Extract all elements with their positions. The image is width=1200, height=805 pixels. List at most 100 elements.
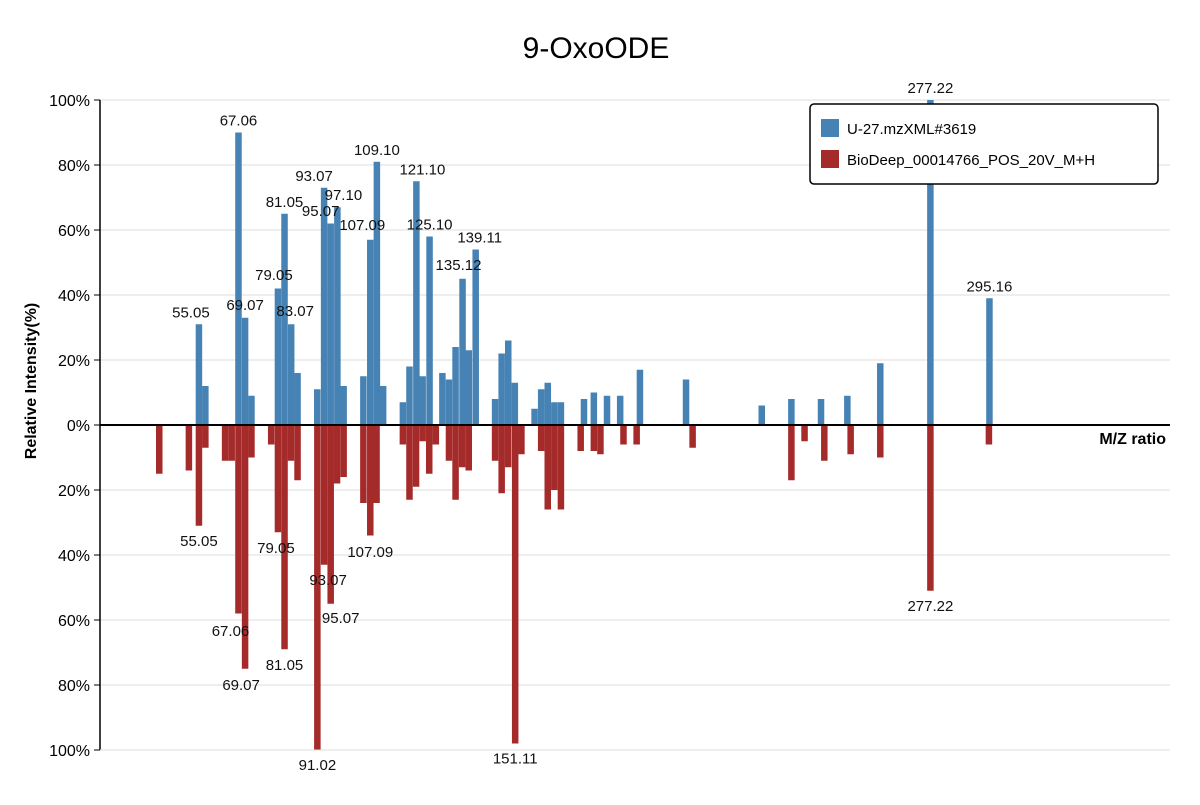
query-peak-label: 109.10 (354, 142, 400, 159)
reference-peak-bar (195, 425, 203, 526)
reference-peak-bar (620, 425, 627, 445)
query-peak-bar (360, 376, 367, 425)
reference-peak-bar (156, 425, 163, 474)
y-tick-label: 100% (49, 93, 90, 110)
query-peak-bar (294, 373, 301, 425)
query-peak-bar (986, 298, 993, 425)
query-peak-bar (287, 324, 295, 425)
query-peak-label: 97.10 (325, 187, 363, 204)
query-peak-bar (248, 395, 255, 425)
query-peak-bar (636, 369, 644, 425)
reference-peak-bar (847, 425, 854, 455)
query-peak-bar (314, 389, 321, 425)
reference-peak-bar (320, 425, 328, 565)
reference-peak-bar (633, 425, 640, 445)
legend-label-query: U-27.mzXML#3619 (847, 121, 976, 138)
reference-peak-bar (425, 425, 433, 474)
reference-peak-bar (274, 425, 282, 533)
reference-peak-label: 55.05 (180, 533, 218, 550)
query-peak-bar (445, 379, 453, 425)
query-peak-bar (505, 340, 512, 425)
reference-peak-label: 79.05 (257, 540, 295, 557)
query-peak-label: 125.10 (407, 217, 453, 234)
query-peak-bar (340, 386, 347, 425)
reference-peak-label: 151.11 (493, 751, 538, 768)
query-peak-bar (327, 223, 334, 425)
reference-peak-bar (590, 425, 598, 451)
query-peak-bar (195, 324, 203, 425)
reference-peak-bar (360, 425, 367, 503)
query-peak-bar (320, 187, 328, 425)
reference-peak-bar (498, 425, 505, 494)
query-peak-label: 93.07 (295, 168, 333, 185)
legend-swatch-query (821, 119, 839, 137)
y-tick-label: 100% (49, 743, 90, 760)
query-peak-bar (616, 395, 624, 425)
query-peak-label: 107.09 (339, 217, 385, 234)
reference-peak-bar (267, 425, 275, 445)
legend-swatch-reference (821, 150, 839, 168)
query-peak-bar (877, 363, 884, 425)
query-peak-bar (557, 402, 565, 425)
query-peak-bar (498, 353, 505, 425)
reference-peak-label: 95.07 (322, 610, 360, 627)
y-tick-label: 20% (58, 353, 90, 370)
reference-peak-label: 277.22 (907, 598, 953, 615)
query-peak-bar (426, 236, 433, 425)
query-peak-bar (452, 347, 459, 425)
reference-peak-bar (821, 425, 828, 461)
query-peak-bar (419, 376, 426, 425)
reference-peak-label: 107.09 (347, 544, 393, 561)
y-tick-label: 20% (58, 483, 90, 500)
reference-peak-bar (544, 425, 551, 510)
query-peak-bar (590, 392, 598, 425)
query-peak-label: 121.10 (399, 161, 445, 178)
y-tick-label: 80% (58, 158, 90, 175)
reference-peak-label: 91.02 (299, 757, 337, 774)
query-peak-bar (274, 288, 282, 425)
reference-peak-bar (399, 425, 407, 445)
reference-peak-bar (518, 425, 525, 455)
query-peak-label: 277.22 (907, 80, 953, 97)
query-peak-bar (439, 373, 446, 425)
y-tick-label: 0% (67, 418, 90, 435)
query-peak-bar (281, 213, 288, 425)
query-peak-bar (844, 395, 851, 425)
query-peak-bar (413, 181, 420, 425)
reference-peak-bar (465, 425, 472, 471)
reference-peak-bar (367, 425, 374, 536)
reference-peak-bar (689, 425, 696, 448)
reference-peak-bar (597, 425, 604, 455)
query-peak-bar (580, 399, 588, 425)
query-peak-bar (682, 379, 690, 425)
y-tick-label: 60% (58, 223, 90, 240)
reference-peak-bar (287, 425, 295, 461)
reference-peak-bar (511, 425, 519, 744)
query-peak-bar (459, 278, 466, 425)
reference-peak-label: 67.06 (212, 623, 250, 640)
reference-peak-bar (452, 425, 459, 500)
query-peak-label: 81.05 (266, 194, 304, 211)
reference-peak-bar (221, 425, 229, 461)
reference-peak-bar (505, 425, 512, 468)
query-peak-label: 95.07 (302, 203, 340, 220)
reference-peak-label: 93.07 (309, 572, 347, 589)
legend-label-reference: BioDeep_00014766_POS_20V_M+H (847, 152, 1095, 169)
reference-peak-bar (235, 425, 242, 614)
query-peak-bar (544, 382, 551, 425)
reference-peak-bar (185, 425, 193, 471)
query-peak-bar (758, 405, 765, 425)
reference-peak-bar (788, 425, 795, 481)
query-peak-bar (472, 249, 479, 425)
chart-title: 9-OxoODE (523, 32, 670, 65)
reference-peak-bar (432, 425, 440, 445)
query-peak-label: 295.16 (966, 278, 1012, 295)
reference-peak-bar (373, 425, 380, 503)
query-peak-bar (465, 350, 472, 425)
query-peak-label: 67.06 (220, 113, 258, 130)
query-peak-bar (788, 399, 795, 425)
query-peak-label: 55.05 (172, 304, 210, 321)
query-peak-bar (537, 389, 545, 425)
